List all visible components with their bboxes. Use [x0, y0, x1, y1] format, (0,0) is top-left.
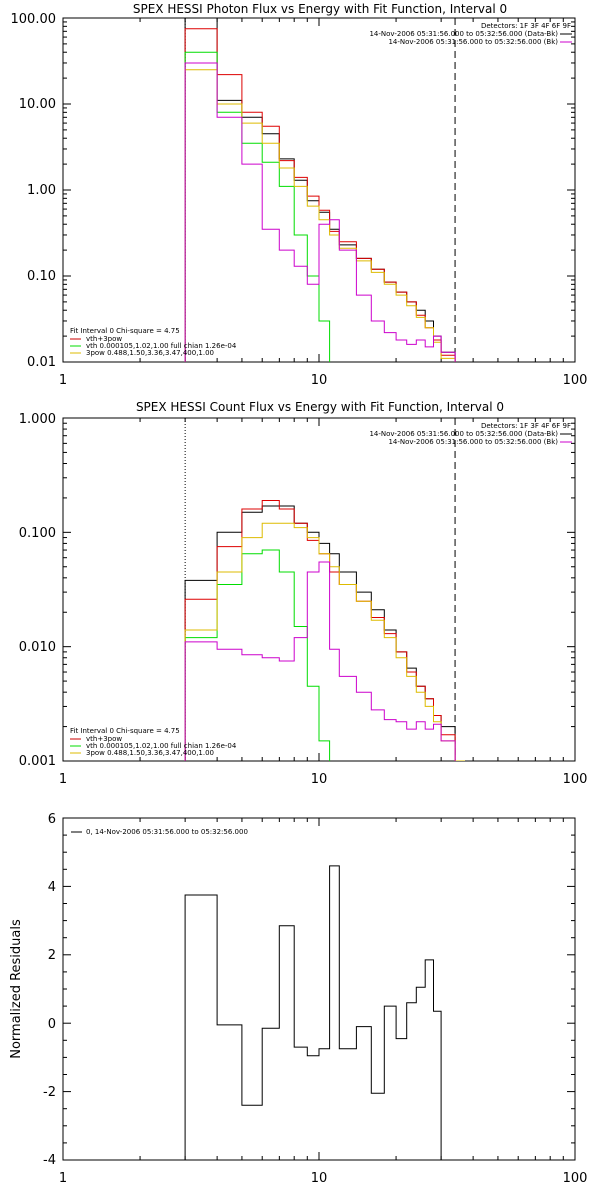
- bk-line: 14-Nov-2006 05:31:56.000 to 05:32:56.000…: [388, 438, 558, 446]
- data-series: [184, 500, 465, 761]
- detector-info: Detectors: 1F 3F 4F 6F 9F 14-Nov-2006 05…: [369, 422, 572, 446]
- fit-line: 3pow 0.488,1.50,3.36,3.47,400,1.00: [86, 349, 214, 357]
- x-tick-labels: 1 10 100: [59, 1171, 588, 1186]
- x-tick-label: 100: [563, 772, 588, 787]
- series-step: [184, 28, 456, 362]
- y-tick-labels: 0.01 0.10 1.00 10.00 100.00: [11, 12, 57, 370]
- x-tick-label: 10: [311, 1171, 328, 1186]
- reference-lines: [184, 18, 456, 362]
- series-step: [184, 62, 456, 362]
- y-tick-label: 0.10: [27, 269, 56, 284]
- axis-ticks: [63, 18, 575, 362]
- fit-line: 3pow 0.488,1.50,3.36,3.47,400,1.00: [86, 749, 214, 757]
- y-tick-label: 100.00: [11, 12, 57, 27]
- detector-info: Detectors: 1F 3F 4F 6F 9F 14-Nov-2006 05…: [369, 22, 572, 46]
- fit-legend: Fit Interval 0 Chi-square = 4.75 vth+3po…: [70, 727, 237, 757]
- y-tick-label: 1.00: [27, 183, 56, 198]
- residuals-panel: Normalized Residuals 1 10 100 -4 -2 0 2 …: [9, 812, 587, 1186]
- x-tick-label: 10: [311, 772, 328, 787]
- count-flux-panel: SPEX HESSI Count Flux vs Energy with Fit…: [19, 400, 588, 787]
- chart-title: SPEX HESSI Photon Flux vs Energy with Fi…: [133, 2, 507, 16]
- residual-legend: 0, 14-Nov-2006 05:31:56.000 to 05:32:56.…: [71, 828, 248, 836]
- x-tick-label: 1: [59, 373, 67, 388]
- series-step: [184, 505, 456, 761]
- detector-line: Detectors: 1F 3F 4F 6F 9F: [481, 22, 571, 30]
- x-tick-label: 10: [311, 373, 328, 388]
- y-axis-label: Normalized Residuals: [9, 919, 24, 1059]
- series-step: [184, 522, 465, 761]
- fit-line: vth+3pow: [86, 335, 122, 343]
- axis-ticks: [63, 818, 575, 1160]
- legend-label: 0, 14-Nov-2006 05:31:56.000 to 05:32:56.…: [86, 828, 248, 836]
- reference-lines: [184, 418, 456, 761]
- y-tick-label: 1.000: [19, 412, 56, 427]
- fit-line: Fit Interval 0 Chi-square = 4.75: [70, 727, 180, 735]
- y-tick-labels: 0.001 0.010 0.100 1.000: [19, 412, 56, 769]
- fit-line: vth 0.000105,1.02,1.00 full chian 1.26e-…: [86, 742, 237, 750]
- data-series: [184, 18, 456, 362]
- series-step: [184, 549, 331, 761]
- x-tick-label: 100: [563, 1171, 588, 1186]
- x-tick-label: 1: [59, 772, 67, 787]
- x-tick-label: 1: [59, 1171, 67, 1186]
- series-step: [184, 561, 456, 761]
- data-series: [184, 865, 442, 1160]
- series-step: [184, 69, 456, 362]
- data-bk-line: 14-Nov-2006 05:31:56.000 to 05:32:56.000…: [369, 30, 558, 38]
- series-step: [184, 500, 456, 761]
- y-tick-label: 10.00: [19, 97, 56, 112]
- y-tick-label: -2: [43, 1085, 56, 1100]
- x-tick-labels: 1 10 100: [59, 772, 588, 787]
- fit-line: Fit Interval 0 Chi-square = 4.75: [70, 327, 180, 335]
- fit-legend: Fit Interval 0 Chi-square = 4.75 vth+3po…: [70, 327, 237, 357]
- bk-line: 14-Nov-2006 05:31:56.000 to 05:32:56.000…: [388, 38, 558, 46]
- detector-line: Detectors: 1F 3F 4F 6F 9F: [481, 422, 571, 430]
- fit-line: vth 0.000105,1.02,1.00 full chian 1.26e-…: [86, 342, 237, 350]
- chart-title: SPEX HESSI Count Flux vs Energy with Fit…: [136, 400, 504, 414]
- y-tick-label: 0.001: [19, 754, 56, 769]
- y-tick-label: -4: [43, 1153, 56, 1168]
- series-step: [184, 865, 442, 1160]
- x-tick-labels: 1 10 100: [59, 373, 588, 388]
- y-tick-label: 0.100: [19, 526, 56, 541]
- plot-frame: [62, 817, 576, 1161]
- axis-ticks: [63, 418, 575, 761]
- y-tick-label: 0: [48, 1017, 56, 1032]
- fit-line: vth+3pow: [86, 735, 122, 743]
- y-tick-label: 2: [48, 948, 56, 963]
- y-tick-labels: -4 -2 0 2 4 6: [43, 812, 56, 1168]
- y-tick-label: 0.01: [27, 355, 56, 370]
- data-bk-line: 14-Nov-2006 05:31:56.000 to 05:32:56.000…: [369, 430, 558, 438]
- photon-flux-panel: SPEX HESSI Photon Flux vs Energy with Fi…: [11, 2, 588, 388]
- series-step: [184, 51, 331, 362]
- y-tick-label: 4: [48, 880, 56, 895]
- y-tick-label: 6: [48, 812, 56, 827]
- y-tick-label: 0.010: [19, 640, 56, 655]
- series-step: [184, 18, 456, 362]
- x-tick-label: 100: [563, 373, 588, 388]
